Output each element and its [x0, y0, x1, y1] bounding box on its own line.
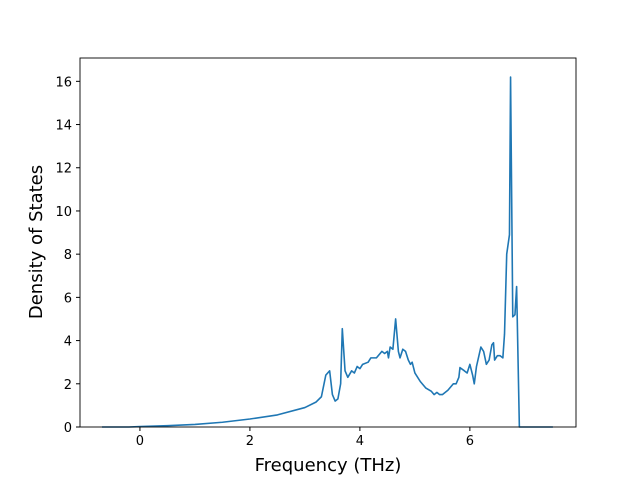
plot-frame	[79, 57, 577, 428]
line-series	[101, 76, 553, 428]
y-tick-label: 8	[64, 248, 72, 263]
x-tick-label: 6	[466, 434, 474, 449]
y-tick-label: 0	[64, 421, 72, 436]
y-tick-label: 14	[55, 119, 72, 134]
y-tick-label: 16	[55, 75, 72, 90]
x-tick-label: 4	[356, 434, 364, 449]
y-tick-label: 12	[55, 162, 72, 177]
x-tick-label: 2	[246, 434, 254, 449]
y-axis-label: Density of States	[26, 165, 47, 319]
y-tick-label: 2	[64, 378, 72, 393]
y-tick-label: 4	[64, 335, 72, 350]
y-tick-label: 10	[55, 205, 72, 220]
x-tick-label: 0	[136, 434, 144, 449]
y-tick-label: 6	[64, 291, 72, 306]
x-axis-label: Frequency (THz)	[255, 455, 402, 476]
